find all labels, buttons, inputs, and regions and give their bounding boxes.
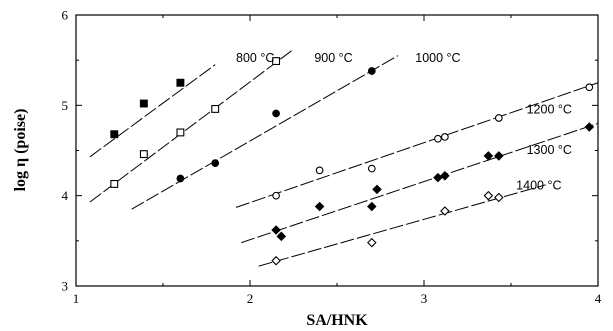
square-marker: [176, 78, 185, 87]
y-tick-label: 4: [62, 188, 69, 203]
axis-ticks: 1 2 3 4 3 4 5 6: [62, 8, 602, 307]
diamond-marker: [440, 171, 450, 181]
series-label: 800 °C: [236, 51, 274, 65]
circle-marker: [367, 67, 376, 75]
fit-line: [89, 64, 216, 158]
x-axis-title: SA/HNK: [306, 312, 368, 329]
square-marker: [110, 179, 119, 188]
data-points: [110, 57, 595, 266]
y-tick-label: 5: [62, 98, 69, 113]
circle-marker: [441, 133, 449, 141]
diamond-marker: [440, 206, 450, 216]
fit-line: [131, 55, 399, 210]
x-tick-label: 1: [73, 291, 80, 306]
circle-marker: [272, 109, 280, 118]
x-tick-label: 2: [247, 291, 254, 306]
diamond-marker: [483, 190, 494, 201]
series-label: 1400 °C: [516, 178, 561, 192]
y-axis-title: log η (poise): [12, 109, 29, 192]
diamond-marker: [271, 255, 281, 266]
x-tick-label: 3: [421, 291, 428, 306]
circle-marker: [367, 164, 376, 173]
square-marker: [139, 150, 148, 159]
diamond-marker: [494, 192, 504, 203]
diamond-marker: [367, 237, 377, 248]
circle-marker: [585, 83, 594, 92]
circle-marker: [434, 134, 442, 143]
series-labels: 800 °C 900 °C 1000 °C 1200 °C 1300 °C 1400 °C: [236, 51, 572, 192]
square-marker: [211, 104, 220, 113]
diamond-marker: [271, 225, 281, 235]
circle-marker: [176, 174, 185, 183]
circle-marker: [211, 159, 220, 167]
diamond-marker: [584, 122, 595, 132]
series-label: 1000 °C: [415, 51, 460, 65]
y-tick-label: 6: [62, 8, 69, 23]
fit-line: [241, 122, 599, 244]
diamond-marker: [276, 231, 287, 242]
diamond-marker: [314, 201, 325, 212]
square-marker: [272, 57, 281, 66]
diamond-marker: [372, 184, 382, 195]
square-marker: [139, 99, 148, 108]
series-label: 1300 °C: [527, 143, 572, 157]
diamond-marker: [494, 151, 504, 161]
fit-line: [89, 48, 294, 203]
diamond-marker: [433, 172, 443, 183]
square-marker: [110, 130, 119, 139]
fit-lines: [89, 48, 599, 267]
series-label: 1200 °C: [527, 102, 572, 116]
diamond-marker: [367, 201, 377, 212]
fit-line: [235, 82, 599, 208]
series-label: 900 °C: [314, 51, 352, 65]
x-tick-label: 4: [595, 291, 602, 306]
diamond-marker: [483, 151, 494, 161]
circle-marker: [494, 114, 503, 122]
square-marker: [176, 128, 185, 137]
circle-marker: [315, 166, 324, 175]
circle-marker: [272, 191, 280, 200]
y-tick-label: 3: [62, 279, 69, 294]
